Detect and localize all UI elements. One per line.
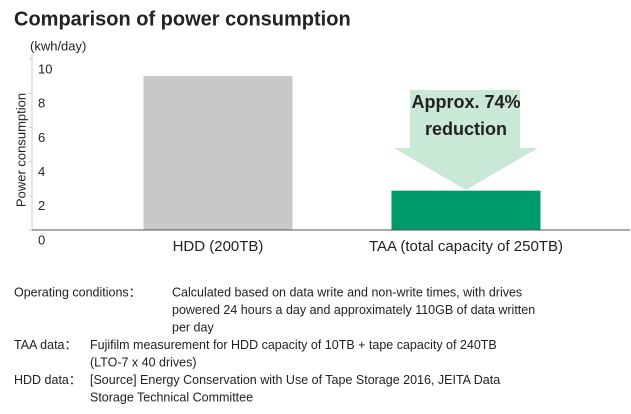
note-label: Operating conditions： bbox=[14, 285, 141, 299]
note-text: powered 24 hours a day and approximately… bbox=[172, 303, 535, 317]
y-tick-label: 2 bbox=[38, 198, 45, 213]
annotation: Approx. 74% bbox=[411, 92, 520, 112]
reduction-arrow bbox=[394, 90, 538, 190]
note-text: Calculated based on data write and non-w… bbox=[172, 285, 522, 299]
note-label: TAA data： bbox=[14, 338, 77, 352]
note-text: Fujifilm measurement for HDD capacity of… bbox=[90, 338, 497, 352]
y-axis-label: Power consumption bbox=[13, 93, 28, 207]
x-tick-label: TAA (total capacity of 250TB) bbox=[369, 238, 563, 255]
chart-title: Comparison of power consumption bbox=[14, 8, 351, 30]
bar bbox=[391, 190, 541, 230]
unit-label: (kwh/day) bbox=[30, 38, 86, 53]
note-text: [Source] Energy Conservation with Use of… bbox=[90, 373, 500, 387]
y-tick-label: 10 bbox=[38, 61, 52, 76]
note-text: Storage Technical Committee bbox=[90, 390, 253, 404]
note-text: (LTO-7 x 40 drives) bbox=[90, 355, 197, 369]
x-tick-label: HDD (200TB) bbox=[173, 238, 264, 255]
y-tick-label: 8 bbox=[38, 96, 45, 111]
y-tick-label: 0 bbox=[38, 232, 45, 247]
y-tick-label: 6 bbox=[38, 130, 45, 145]
annotation: reduction bbox=[425, 119, 507, 139]
bar bbox=[143, 76, 293, 230]
y-tick-label: 4 bbox=[38, 164, 45, 179]
note-label: HDD data： bbox=[14, 373, 81, 387]
note-text: per day bbox=[172, 320, 214, 334]
